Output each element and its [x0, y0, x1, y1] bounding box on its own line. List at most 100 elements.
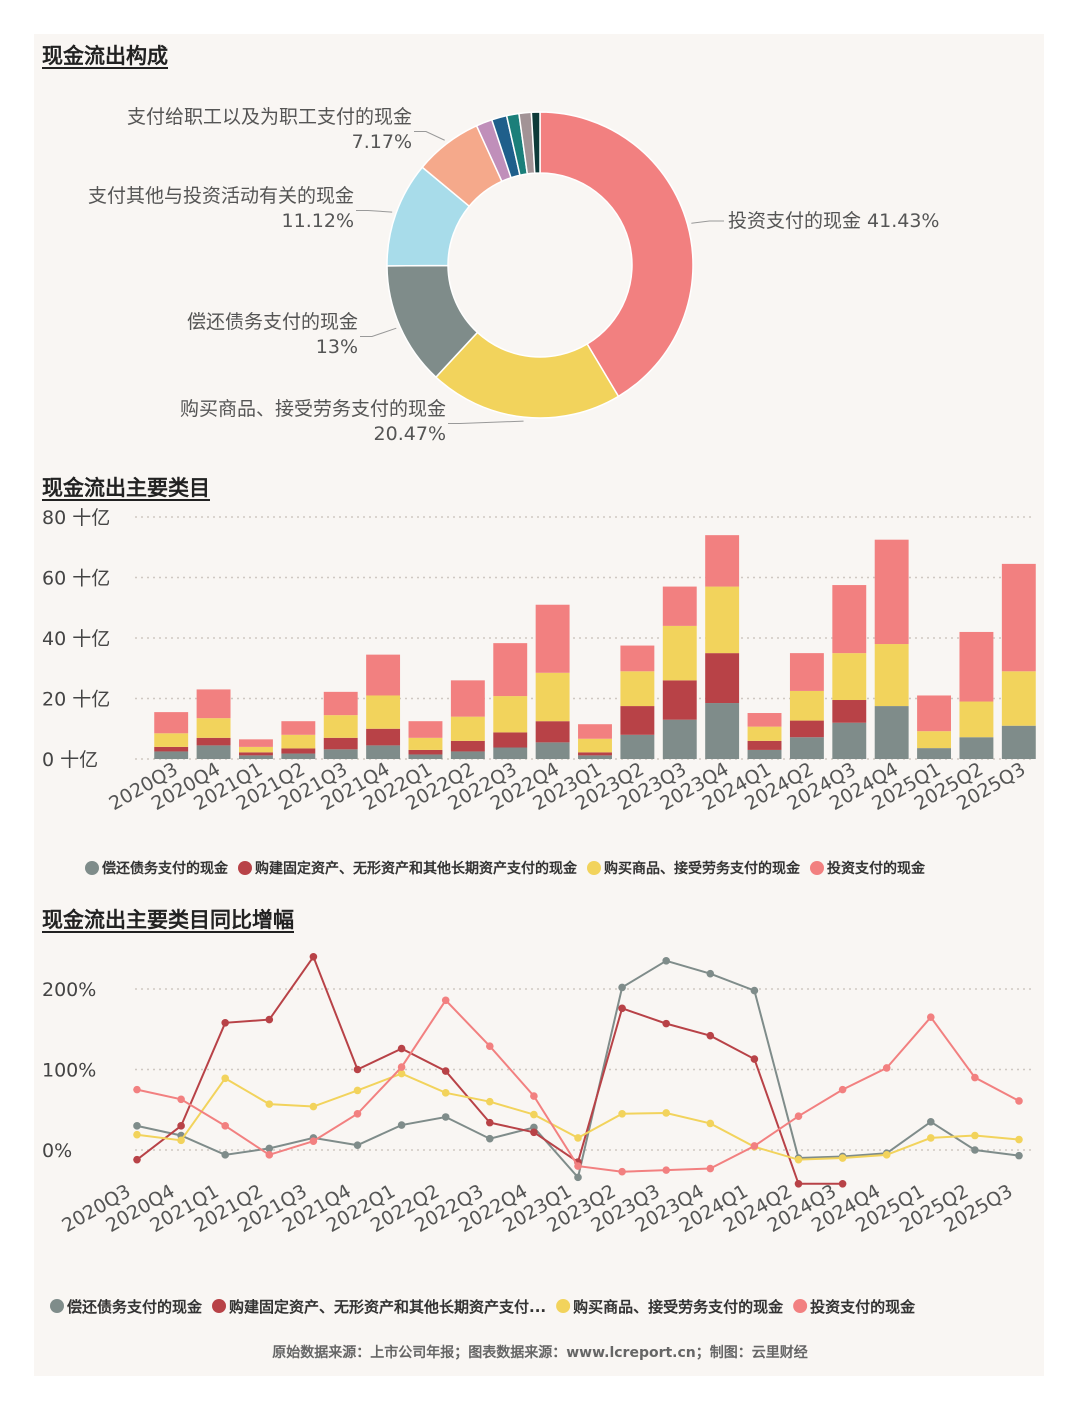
data-point [750, 986, 759, 995]
bar-segment [662, 586, 697, 626]
data-point [838, 1085, 847, 1094]
bar-segment [450, 716, 485, 741]
data-point [441, 1067, 450, 1075]
data-point [353, 1109, 362, 1118]
bar-segment [239, 739, 273, 747]
bar-segment [366, 695, 401, 729]
donut-slice [434, 331, 620, 419]
legend-marker [587, 861, 601, 875]
slice-label: 支付给职工以及为职工支付的现金 [127, 106, 412, 128]
bar-segment [789, 690, 824, 721]
bar-segment [366, 745, 401, 759]
data-point [397, 1069, 406, 1078]
bar-segment [535, 604, 570, 673]
bar-segment [408, 749, 443, 755]
bar-section-title: 现金流出主要类目 [42, 476, 210, 500]
legend-marker [810, 861, 824, 875]
bar-segment [789, 720, 824, 738]
bar-segment [196, 745, 231, 759]
data-point [1015, 1151, 1023, 1160]
bar-segment [154, 712, 189, 734]
data-point [397, 1063, 406, 1071]
data-point [441, 1089, 450, 1097]
data-point [530, 1128, 538, 1137]
bar-segment [874, 539, 909, 645]
data-point [794, 1112, 803, 1120]
data-point [177, 1136, 185, 1145]
data-point [794, 1155, 803, 1164]
data-point [618, 1167, 626, 1176]
bar-segment [408, 754, 443, 759]
bar-segment [747, 713, 782, 727]
bar-segment [323, 691, 358, 716]
bar-segment [450, 740, 485, 752]
bar-segment [578, 752, 612, 756]
legend-marker [793, 1299, 808, 1313]
data-point [486, 1097, 494, 1106]
yoy-line-chart: 0%100%200%2020Q32020Q42021Q12021Q22021Q3… [42, 953, 1035, 1316]
slice-label: 投资支付的现金 41.43% [728, 210, 940, 232]
legend-label: 投资支付的现金 [810, 1298, 916, 1316]
data-point [353, 1065, 362, 1074]
bar-segment [366, 654, 401, 696]
data-point [706, 1031, 715, 1040]
slice-percent: 11.12% [282, 210, 354, 232]
bar-segment [450, 751, 485, 759]
bar-segment [662, 719, 697, 759]
legend-marker [85, 861, 99, 875]
data-point [265, 1151, 274, 1159]
data-point [971, 1073, 979, 1082]
bar-segment [366, 728, 401, 746]
data-point [133, 1155, 141, 1164]
data-point [530, 1092, 538, 1100]
legend-label: 购建固定资产、无形资产和其他长期资产支付的现金 [255, 860, 578, 877]
donut-slice [530, 111, 541, 174]
bar-segment [705, 653, 740, 704]
leader-line [414, 131, 445, 141]
data-point [574, 1173, 582, 1182]
bar-segment [705, 535, 740, 587]
y-tick-label: 0% [42, 1140, 72, 1162]
data-point [706, 1164, 715, 1173]
data-point [133, 1130, 141, 1139]
data-point [662, 957, 670, 965]
bar-segment [747, 740, 782, 750]
bar-segment [323, 715, 358, 738]
bar-segment [493, 643, 528, 697]
source-footer: 原始数据来源：上市公司年报；图表数据来源：www.lcreport.cn；制图：… [272, 1345, 808, 1361]
slice-label: 偿还债务支付的现金 [187, 311, 358, 333]
data-point [574, 1134, 582, 1142]
data-point [574, 1162, 582, 1170]
bar-segment [196, 689, 231, 719]
slice-label: 购买商品、接受劳务支付的现金 [180, 398, 446, 420]
data-point [397, 1121, 406, 1129]
bar-segment [832, 722, 867, 759]
bar-segment [874, 644, 909, 707]
legend-label: 购建固定资产、无形资产和其他长期资产支付... [229, 1298, 546, 1316]
legend-label: 购买商品、接受劳务支付的现金 [573, 1298, 784, 1316]
y-tick-label: 0 十亿 [42, 749, 98, 771]
data-point [662, 1166, 670, 1174]
data-point [927, 1134, 935, 1142]
bar-segment [535, 721, 570, 743]
leader-line [356, 210, 393, 213]
line-section-title: 现金流出主要类目同比增幅 [42, 908, 294, 932]
data-point [441, 996, 450, 1005]
data-point [221, 1074, 229, 1083]
bar-segment [323, 749, 358, 759]
bar-segment [196, 718, 231, 738]
y-tick-label: 40 十亿 [42, 628, 110, 650]
data-point [221, 1019, 229, 1027]
data-point [662, 1109, 670, 1117]
bar-segment [323, 737, 358, 750]
bar-segment [620, 645, 655, 672]
bar-segment [959, 701, 994, 738]
data-point [618, 983, 626, 992]
bar-segment [747, 749, 782, 759]
data-point [397, 1044, 406, 1053]
data-point [265, 1015, 274, 1024]
bar-segment [493, 747, 528, 759]
data-point [486, 1118, 494, 1127]
bar-segment [281, 734, 316, 749]
